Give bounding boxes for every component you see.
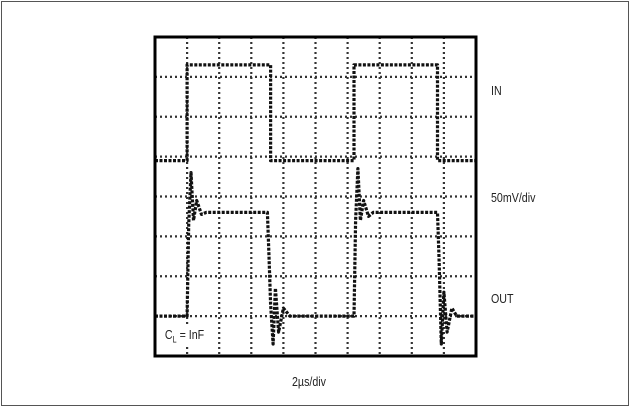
out-label: OUT: [491, 291, 514, 306]
trace-in: [155, 63, 476, 163]
scale-label: 50mV/div: [491, 190, 536, 205]
time-scale-label: 2µs/div: [292, 374, 326, 389]
load-capacitance-label: CL = InF: [164, 327, 206, 345]
in-label: IN: [491, 83, 502, 98]
plot-border: [153, 35, 478, 358]
trace-out: [155, 167, 476, 346]
